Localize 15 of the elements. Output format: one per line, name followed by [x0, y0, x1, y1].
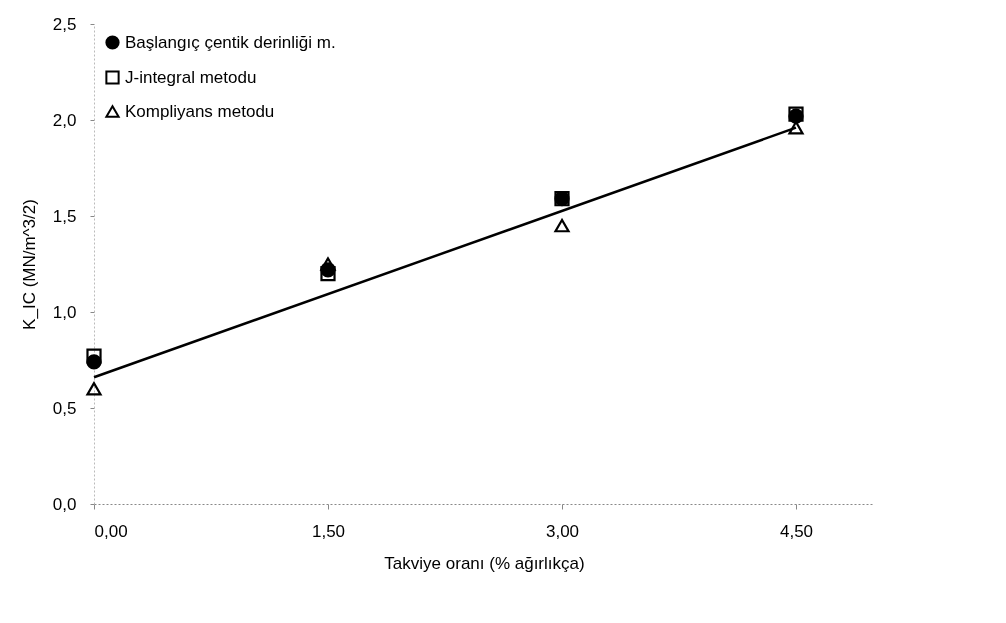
- x-axis-title: Takviye oranı (% ağırlıkça): [384, 553, 585, 573]
- x-tick-label: 3,00: [545, 521, 580, 541]
- y-axis-title: K_IC (MN/m^3/2): [19, 199, 39, 330]
- legend-label: J-integral metodu: [125, 67, 257, 87]
- x-tick-label: 4,50: [779, 521, 814, 541]
- legend-label: Kompliyans metodu: [125, 101, 275, 121]
- y-tick-label: 1,5: [52, 206, 77, 226]
- y-tick-label: 1,0: [52, 302, 77, 322]
- x-tick-label: 0,00: [94, 521, 128, 541]
- x-tick-label: 1,50: [311, 521, 346, 541]
- y-tick-label: 2,0: [52, 110, 77, 130]
- y-tick-label: 2,5: [52, 14, 77, 34]
- y-tick-label: 0,5: [52, 398, 77, 418]
- legend-label: Başlangıç çentik derinliği m.: [125, 32, 336, 52]
- y-tick-label: 0,0: [52, 494, 77, 514]
